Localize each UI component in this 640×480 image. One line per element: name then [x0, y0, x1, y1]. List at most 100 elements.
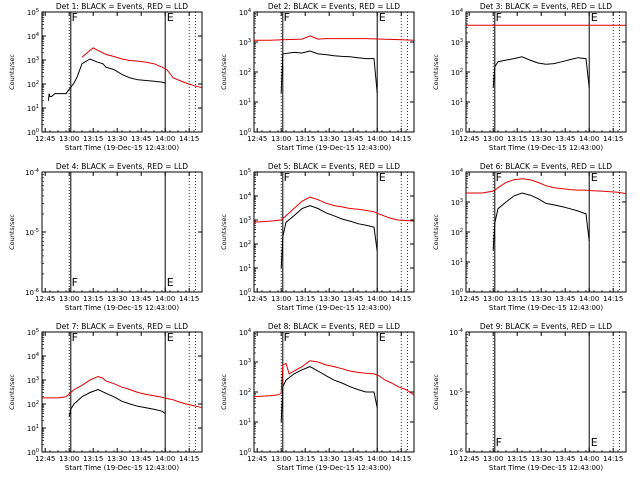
- y-tick-label: 105: [27, 328, 39, 337]
- x-axis-label: Start Time (19-Dec-15 12:43:00): [65, 304, 179, 312]
- y-tick-label: 103: [451, 38, 463, 47]
- vline-marker-E: E: [591, 11, 598, 24]
- x-tick-label: 14:00: [367, 135, 387, 143]
- series-events: [492, 192, 590, 251]
- x-tick-label: 13:45: [343, 295, 363, 303]
- x-tick-label: 14:15: [179, 295, 199, 303]
- y-axis-label: Counts/sec: [8, 374, 16, 410]
- panel-det-3: Det 3: BLACK = Events, RED = LLD Counts/s…: [432, 2, 627, 152]
- x-tick-label: 13:45: [555, 455, 575, 463]
- x-axis-label: Start Time (19-Dec-15 12:43:00): [489, 144, 603, 152]
- x-tick-label: 13:30: [107, 455, 127, 463]
- y-tick-label: 102: [239, 388, 251, 397]
- y-axis-label: Counts/sec: [8, 54, 16, 90]
- x-tick-label: 13:15: [83, 135, 103, 143]
- x-tick-label: 14:00: [367, 455, 387, 463]
- x-tick-label: 13:45: [131, 455, 151, 463]
- series-events: [68, 389, 166, 417]
- x-tick-label: 14:15: [603, 455, 623, 463]
- panel-grid: Det 1: BLACK = Events, RED = LLD Counts/s…: [8, 2, 627, 472]
- x-tick-label: 13:00: [271, 295, 291, 303]
- y-axis-label: Counts/sec: [432, 54, 440, 90]
- y-tick-label: 103: [451, 198, 463, 207]
- x-tick-label: 13:45: [343, 455, 363, 463]
- panel-title: Det 1: BLACK = Events, RED = LLD: [56, 2, 188, 11]
- y-tick-label: 102: [451, 68, 463, 77]
- y-tick-label: 10-5: [25, 228, 39, 237]
- panel-title: Det 7: BLACK = Events, RED = LLD: [56, 322, 188, 331]
- y-tick-label: 103: [27, 56, 39, 65]
- x-tick-label: 12:45: [459, 295, 479, 303]
- x-tick-label: 13:45: [131, 295, 151, 303]
- vline-marker-E: E: [591, 171, 598, 184]
- vline-marker-F: F: [496, 11, 502, 24]
- x-tick-label: 13:45: [555, 135, 575, 143]
- vline-marker-F: F: [284, 11, 290, 24]
- x-tick-label: 13:15: [83, 295, 103, 303]
- vline-marker-E: E: [167, 11, 174, 24]
- y-tick-label: 10-5: [449, 388, 463, 397]
- vline-marker-F: F: [496, 171, 502, 184]
- panel-det-5: Det 5: BLACK = Events, RED = LLD Counts/s…: [220, 162, 415, 312]
- x-tick-label: 14:15: [179, 135, 199, 143]
- x-tick-label: 13:15: [295, 295, 315, 303]
- vline-marker-F: F: [72, 276, 78, 289]
- x-tick-label: 14:00: [155, 135, 175, 143]
- x-tick-label: 13:00: [483, 135, 503, 143]
- y-tick-label: 103: [239, 38, 251, 47]
- y-tick-label: 10-4: [25, 168, 39, 177]
- x-tick-label: 13:30: [531, 295, 551, 303]
- vline-marker-F: F: [496, 436, 502, 449]
- y-axis-label: Counts/sec: [432, 374, 440, 410]
- x-tick-label: 12:45: [459, 135, 479, 143]
- vline-marker-F: F: [284, 331, 290, 344]
- x-axis-label: Start Time (19-Dec-15 12:43:00): [65, 144, 179, 152]
- series-lld: [81, 47, 203, 89]
- y-tick-label: 10-4: [449, 328, 463, 337]
- x-tick-label: 14:00: [579, 295, 599, 303]
- x-tick-label: 13:45: [131, 135, 151, 143]
- y-tick-label: 100: [239, 448, 251, 457]
- y-tick-label: 104: [27, 352, 39, 361]
- y-tick-label: 101: [27, 424, 39, 433]
- y-tick-label: 102: [27, 400, 39, 409]
- x-tick-label: 13:30: [107, 135, 127, 143]
- y-tick-label: 105: [27, 8, 39, 17]
- series-events: [47, 58, 166, 101]
- y-tick-label: 103: [27, 376, 39, 385]
- x-tick-label: 13:00: [271, 455, 291, 463]
- y-tick-label: 105: [239, 168, 251, 177]
- y-tick-label: 104: [27, 32, 39, 41]
- panel-det-4: Det 4: BLACK = Events, RED = LLD Counts/s…: [8, 162, 203, 312]
- x-tick-label: 13:45: [555, 295, 575, 303]
- series-lld: [466, 178, 627, 195]
- x-tick-label: 13:30: [319, 455, 339, 463]
- x-tick-label: 13:00: [271, 135, 291, 143]
- x-tick-label: 13:00: [483, 295, 503, 303]
- x-axis-label: Start Time (19-Dec-15 12:43:00): [277, 144, 391, 152]
- series-lld: [253, 360, 415, 398]
- x-axis-label: Start Time (19-Dec-15 12:43:00): [65, 464, 179, 472]
- panel-title: Det 2: BLACK = Events, RED = LLD: [268, 2, 400, 11]
- x-tick-label: 13:15: [507, 135, 527, 143]
- x-tick-label: 13:15: [507, 295, 527, 303]
- x-tick-label: 14:15: [391, 455, 411, 463]
- x-axis-label: Start Time (19-Dec-15 12:43:00): [489, 464, 603, 472]
- x-tick-label: 14:15: [603, 135, 623, 143]
- y-tick-label: 101: [239, 264, 251, 273]
- panel-det-8: Det 8: BLACK = Events, RED = LLD Counts/s…: [220, 322, 415, 472]
- y-tick-label: 100: [239, 128, 251, 137]
- y-tick-label: 104: [451, 8, 463, 17]
- series-lld: [253, 196, 415, 223]
- vline-marker-E: E: [167, 276, 174, 289]
- y-tick-label: 104: [451, 168, 463, 177]
- y-tick-label: 101: [239, 98, 251, 107]
- panel-title: Det 4: BLACK = Events, RED = LLD: [56, 162, 188, 171]
- x-tick-label: 12:45: [247, 135, 267, 143]
- x-tick-label: 14:00: [579, 455, 599, 463]
- vline-marker-E: E: [379, 171, 386, 184]
- panel-title: Det 5: BLACK = Events, RED = LLD: [268, 162, 400, 171]
- series-events: [280, 366, 378, 423]
